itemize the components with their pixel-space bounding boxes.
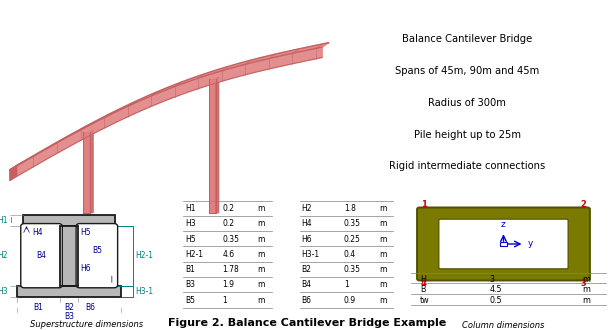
Text: H4: H4 bbox=[33, 228, 43, 237]
Text: B6: B6 bbox=[85, 303, 95, 312]
Text: m: m bbox=[379, 296, 386, 305]
Bar bbox=[208, 79, 216, 213]
Polygon shape bbox=[10, 165, 17, 180]
Text: H6: H6 bbox=[81, 264, 92, 273]
Text: Balance Cantilever Bridge: Balance Cantilever Bridge bbox=[402, 34, 533, 45]
Text: H3-1: H3-1 bbox=[135, 287, 154, 296]
Text: 4: 4 bbox=[421, 280, 427, 288]
Text: B4: B4 bbox=[302, 280, 312, 289]
Text: m: m bbox=[379, 204, 386, 213]
Text: Superstructure dimensions: Superstructure dimensions bbox=[30, 320, 143, 329]
Text: z: z bbox=[501, 220, 506, 229]
Text: 0.35: 0.35 bbox=[344, 265, 361, 274]
FancyBboxPatch shape bbox=[21, 224, 62, 288]
Text: m: m bbox=[257, 219, 264, 228]
Text: 2: 2 bbox=[581, 200, 586, 209]
Text: H5: H5 bbox=[185, 235, 196, 244]
Text: 0.2: 0.2 bbox=[222, 204, 234, 213]
Text: B3: B3 bbox=[185, 280, 195, 289]
Text: 1.9: 1.9 bbox=[222, 280, 234, 289]
Text: B: B bbox=[420, 285, 426, 294]
Text: m: m bbox=[257, 280, 264, 289]
Text: tw: tw bbox=[420, 296, 429, 305]
Text: H2: H2 bbox=[0, 251, 7, 260]
Text: B5: B5 bbox=[185, 296, 195, 305]
Text: B1: B1 bbox=[34, 303, 44, 312]
Text: m: m bbox=[582, 296, 590, 305]
Text: m: m bbox=[379, 280, 386, 289]
Text: 1.8: 1.8 bbox=[344, 204, 355, 213]
Text: 1: 1 bbox=[421, 200, 427, 209]
Polygon shape bbox=[90, 130, 93, 213]
Text: B6: B6 bbox=[302, 296, 312, 305]
Bar bbox=[17, 286, 121, 297]
Polygon shape bbox=[10, 43, 329, 170]
Text: H3: H3 bbox=[185, 219, 196, 228]
Text: m: m bbox=[257, 296, 264, 305]
Text: m: m bbox=[582, 275, 590, 284]
Text: 0.5: 0.5 bbox=[490, 296, 502, 305]
Bar bbox=[60, 226, 79, 286]
Text: m: m bbox=[257, 265, 264, 274]
Text: H2-1: H2-1 bbox=[135, 251, 154, 260]
Text: 3: 3 bbox=[490, 275, 494, 284]
Bar bbox=[83, 132, 90, 213]
Text: H3: H3 bbox=[0, 287, 7, 296]
Text: H2-1: H2-1 bbox=[185, 250, 203, 259]
FancyBboxPatch shape bbox=[439, 219, 568, 269]
Text: H5: H5 bbox=[81, 228, 92, 237]
Text: 1.78: 1.78 bbox=[222, 265, 239, 274]
Text: 4.6: 4.6 bbox=[222, 250, 234, 259]
Text: 4.5: 4.5 bbox=[490, 285, 502, 294]
Text: 0.35: 0.35 bbox=[222, 235, 239, 244]
Text: m: m bbox=[379, 250, 386, 259]
FancyBboxPatch shape bbox=[76, 224, 117, 288]
Text: H1: H1 bbox=[185, 204, 196, 213]
Text: H3-1: H3-1 bbox=[302, 250, 320, 259]
Polygon shape bbox=[10, 47, 322, 180]
Text: 3: 3 bbox=[581, 280, 586, 288]
Text: B2: B2 bbox=[302, 265, 312, 274]
Text: 0.9: 0.9 bbox=[344, 296, 356, 305]
Text: H1: H1 bbox=[0, 215, 7, 225]
Text: m: m bbox=[379, 219, 386, 228]
Text: m: m bbox=[379, 265, 386, 274]
Text: Figure 2. Balance Cantilever Bridge Example: Figure 2. Balance Cantilever Bridge Exam… bbox=[169, 318, 446, 328]
Text: m: m bbox=[582, 285, 590, 294]
Text: B4: B4 bbox=[36, 251, 47, 260]
Text: 1: 1 bbox=[222, 296, 227, 305]
Polygon shape bbox=[216, 77, 219, 213]
Text: H4: H4 bbox=[302, 219, 312, 228]
Text: Spans of 45m, 90m and 45m: Spans of 45m, 90m and 45m bbox=[395, 66, 539, 76]
Bar bbox=[500, 242, 507, 246]
Text: 0.35: 0.35 bbox=[344, 219, 361, 228]
Text: B1: B1 bbox=[185, 265, 195, 274]
Bar bbox=[60, 226, 79, 286]
Text: 0.2: 0.2 bbox=[222, 219, 234, 228]
Text: m: m bbox=[379, 235, 386, 244]
Text: B2: B2 bbox=[64, 303, 74, 312]
Text: 1: 1 bbox=[344, 280, 349, 289]
Text: m: m bbox=[257, 235, 264, 244]
Text: Radius of 300m: Radius of 300m bbox=[429, 98, 506, 108]
Text: H: H bbox=[420, 275, 426, 284]
Text: H2: H2 bbox=[302, 204, 312, 213]
Text: m: m bbox=[257, 204, 264, 213]
FancyBboxPatch shape bbox=[417, 208, 590, 280]
Text: Pile height up to 25m: Pile height up to 25m bbox=[414, 130, 521, 140]
Text: m: m bbox=[257, 250, 264, 259]
Text: 0.25: 0.25 bbox=[344, 235, 360, 244]
Text: B5: B5 bbox=[92, 246, 102, 255]
Text: Rigid intermediate connections: Rigid intermediate connections bbox=[389, 161, 546, 171]
Text: H6: H6 bbox=[302, 235, 312, 244]
Text: Column dimensions: Column dimensions bbox=[462, 321, 545, 330]
Bar bbox=[23, 214, 116, 226]
Text: y: y bbox=[528, 240, 533, 248]
Text: 0.4: 0.4 bbox=[344, 250, 356, 259]
Text: B3: B3 bbox=[64, 312, 74, 321]
